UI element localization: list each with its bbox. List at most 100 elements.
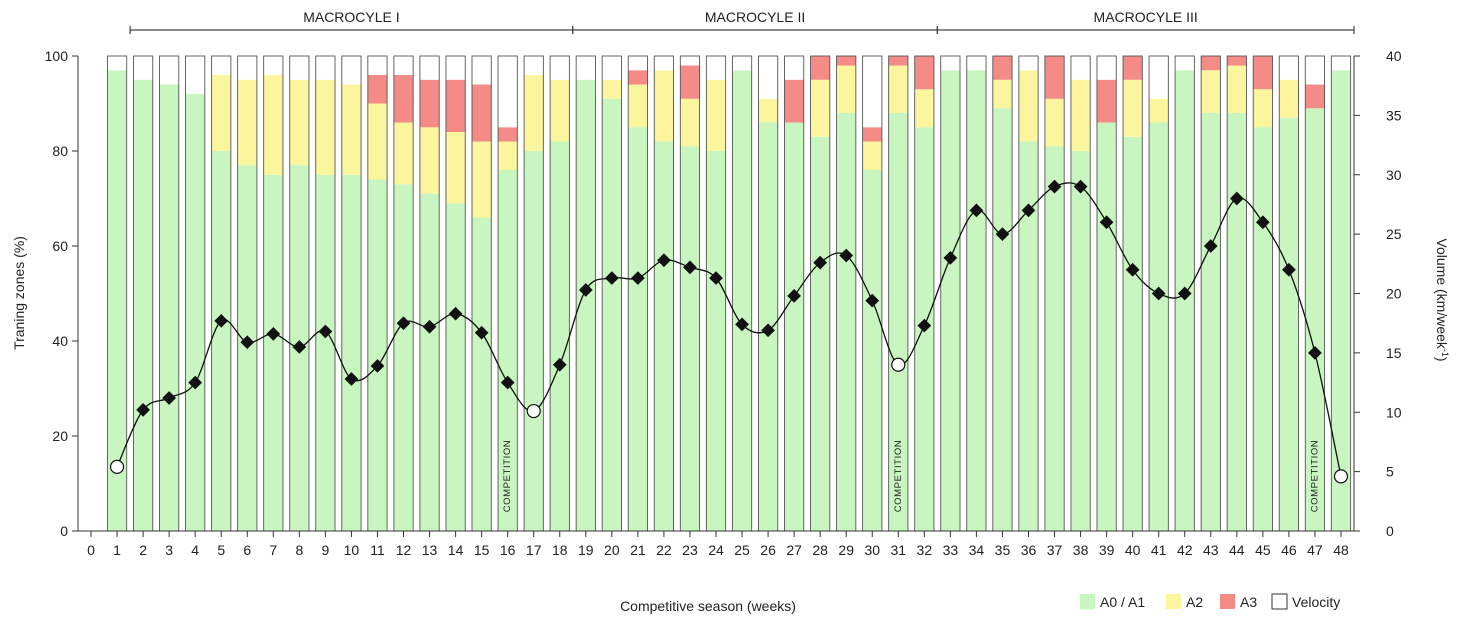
bar-segment: [315, 79, 336, 175]
volume-point: [474, 325, 489, 340]
x-tick-label: 40: [1125, 542, 1141, 558]
bar-segment: [784, 56, 804, 80]
bar-segment: [914, 56, 934, 90]
bar-segment: [1201, 70, 1221, 113]
legend-label: A0 / A1: [1100, 594, 1145, 610]
bar-segment: [367, 103, 388, 180]
x-tick-label: 10: [344, 542, 360, 558]
x-tick-label: 17: [526, 542, 542, 558]
bar-segment: [445, 79, 466, 132]
bar-segment: [445, 203, 466, 531]
bar-segment: [706, 56, 726, 80]
bar-segment: [680, 98, 700, 147]
bar-segment: [602, 98, 622, 531]
bar-segment: [315, 56, 336, 80]
volume-point: [292, 340, 307, 354]
bar-segment: [680, 56, 700, 66]
bar-segment: [472, 56, 492, 85]
bar-segment: [1018, 56, 1039, 71]
bar-segment: [1331, 56, 1351, 71]
y2-axis-title-sup: -1: [1440, 349, 1450, 357]
bar-segment: [237, 56, 257, 80]
bar-segment: [185, 94, 205, 531]
bar-segment: [706, 79, 726, 151]
x-tick-label: 13: [422, 542, 438, 558]
bar-segment: [888, 65, 908, 113]
x-tick-label: 33: [943, 542, 959, 558]
bar-segment: [1149, 98, 1169, 123]
x-tick-label: 45: [1255, 542, 1271, 558]
volume-point: [917, 318, 932, 333]
bar-segment: [1149, 56, 1169, 99]
volume-point: [657, 253, 671, 268]
bar-segment: [1018, 70, 1039, 142]
bar-segment: [836, 56, 856, 66]
x-tick-label: 22: [656, 542, 672, 558]
volume-point: [604, 271, 619, 285]
bar-segment: [498, 127, 518, 142]
volume-point: [344, 372, 359, 386]
bar-segment: [758, 56, 778, 99]
bar-segment: [680, 65, 700, 99]
bar-segment: [1044, 56, 1065, 99]
x-tick-label: 16: [500, 542, 516, 558]
bar-segment: [419, 79, 440, 128]
bar-segment: [810, 56, 830, 80]
volume-point: [839, 248, 854, 263]
bar-segment: [1201, 56, 1221, 71]
bar-segment: [810, 79, 830, 137]
bar-segment: [862, 170, 882, 531]
x-tick-label: 41: [1151, 542, 1167, 558]
bar-segment: [472, 217, 492, 531]
bar-segment: [628, 56, 648, 71]
x-tick-label: 26: [760, 542, 776, 558]
legend-swatch: [1080, 594, 1095, 609]
volume-point: [188, 375, 203, 390]
bar-segment: [1070, 56, 1091, 80]
volume-point: [683, 260, 697, 275]
competition-label: COMPETITION: [502, 440, 513, 513]
bar-segment: [940, 70, 960, 531]
x-tick-label: 36: [1021, 542, 1037, 558]
bar-segment: [1305, 56, 1325, 85]
y2-tick-label: 5: [1386, 464, 1394, 480]
x-tick-label: 32: [917, 542, 933, 558]
y2-axis-title-close: ): [1434, 357, 1450, 362]
bar-segment: [445, 132, 466, 204]
bar-segment: [393, 56, 414, 75]
x-tick-label: 39: [1099, 542, 1115, 558]
x-tick-label: 47: [1307, 542, 1323, 558]
macrocycle-label: MACROCYLE II: [705, 9, 805, 25]
bar-segment: [1149, 122, 1169, 531]
volume-point: [761, 323, 775, 338]
x-tick-label: 18: [552, 542, 568, 558]
bar-segment: [1096, 56, 1117, 80]
bar-segment: [940, 56, 960, 71]
bar-segment: [862, 127, 882, 142]
x-tick-label: 2: [139, 542, 147, 558]
volume-point: [1021, 203, 1036, 218]
volume-point: [136, 403, 150, 417]
volume-point: [943, 251, 958, 265]
bar-segment: [524, 56, 544, 75]
y-tick-label: 80: [52, 143, 68, 159]
bar-segment: [524, 75, 544, 151]
x-tick-label: 30: [864, 542, 880, 558]
bar-segment: [185, 56, 205, 94]
bar-segment: [680, 146, 700, 531]
volume-point: [1255, 215, 1270, 230]
volume-point: [1047, 179, 1062, 194]
volume-point: [1282, 262, 1296, 277]
bar-segment: [628, 84, 648, 128]
x-tick-label: 48: [1333, 542, 1349, 558]
legend-swatch: [1271, 593, 1288, 610]
y-axis-title: Traning zones (%): [11, 236, 27, 350]
legend-label: A2: [1186, 594, 1203, 610]
bar-segment: [1175, 70, 1195, 531]
bar-segment: [1044, 146, 1065, 531]
bar-segment: [550, 141, 570, 531]
x-tick-label: 24: [708, 542, 724, 558]
bar-segment: [1227, 65, 1247, 113]
bar-segment: [263, 75, 283, 175]
